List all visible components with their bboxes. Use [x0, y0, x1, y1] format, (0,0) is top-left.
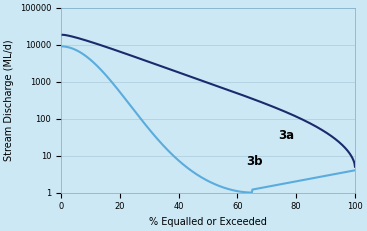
X-axis label: % Equalled or Exceeded: % Equalled or Exceeded	[149, 217, 267, 227]
Text: 3b: 3b	[246, 155, 263, 168]
Y-axis label: Stream Discharge (ML/d): Stream Discharge (ML/d)	[4, 39, 14, 161]
Text: 3a: 3a	[279, 129, 295, 142]
